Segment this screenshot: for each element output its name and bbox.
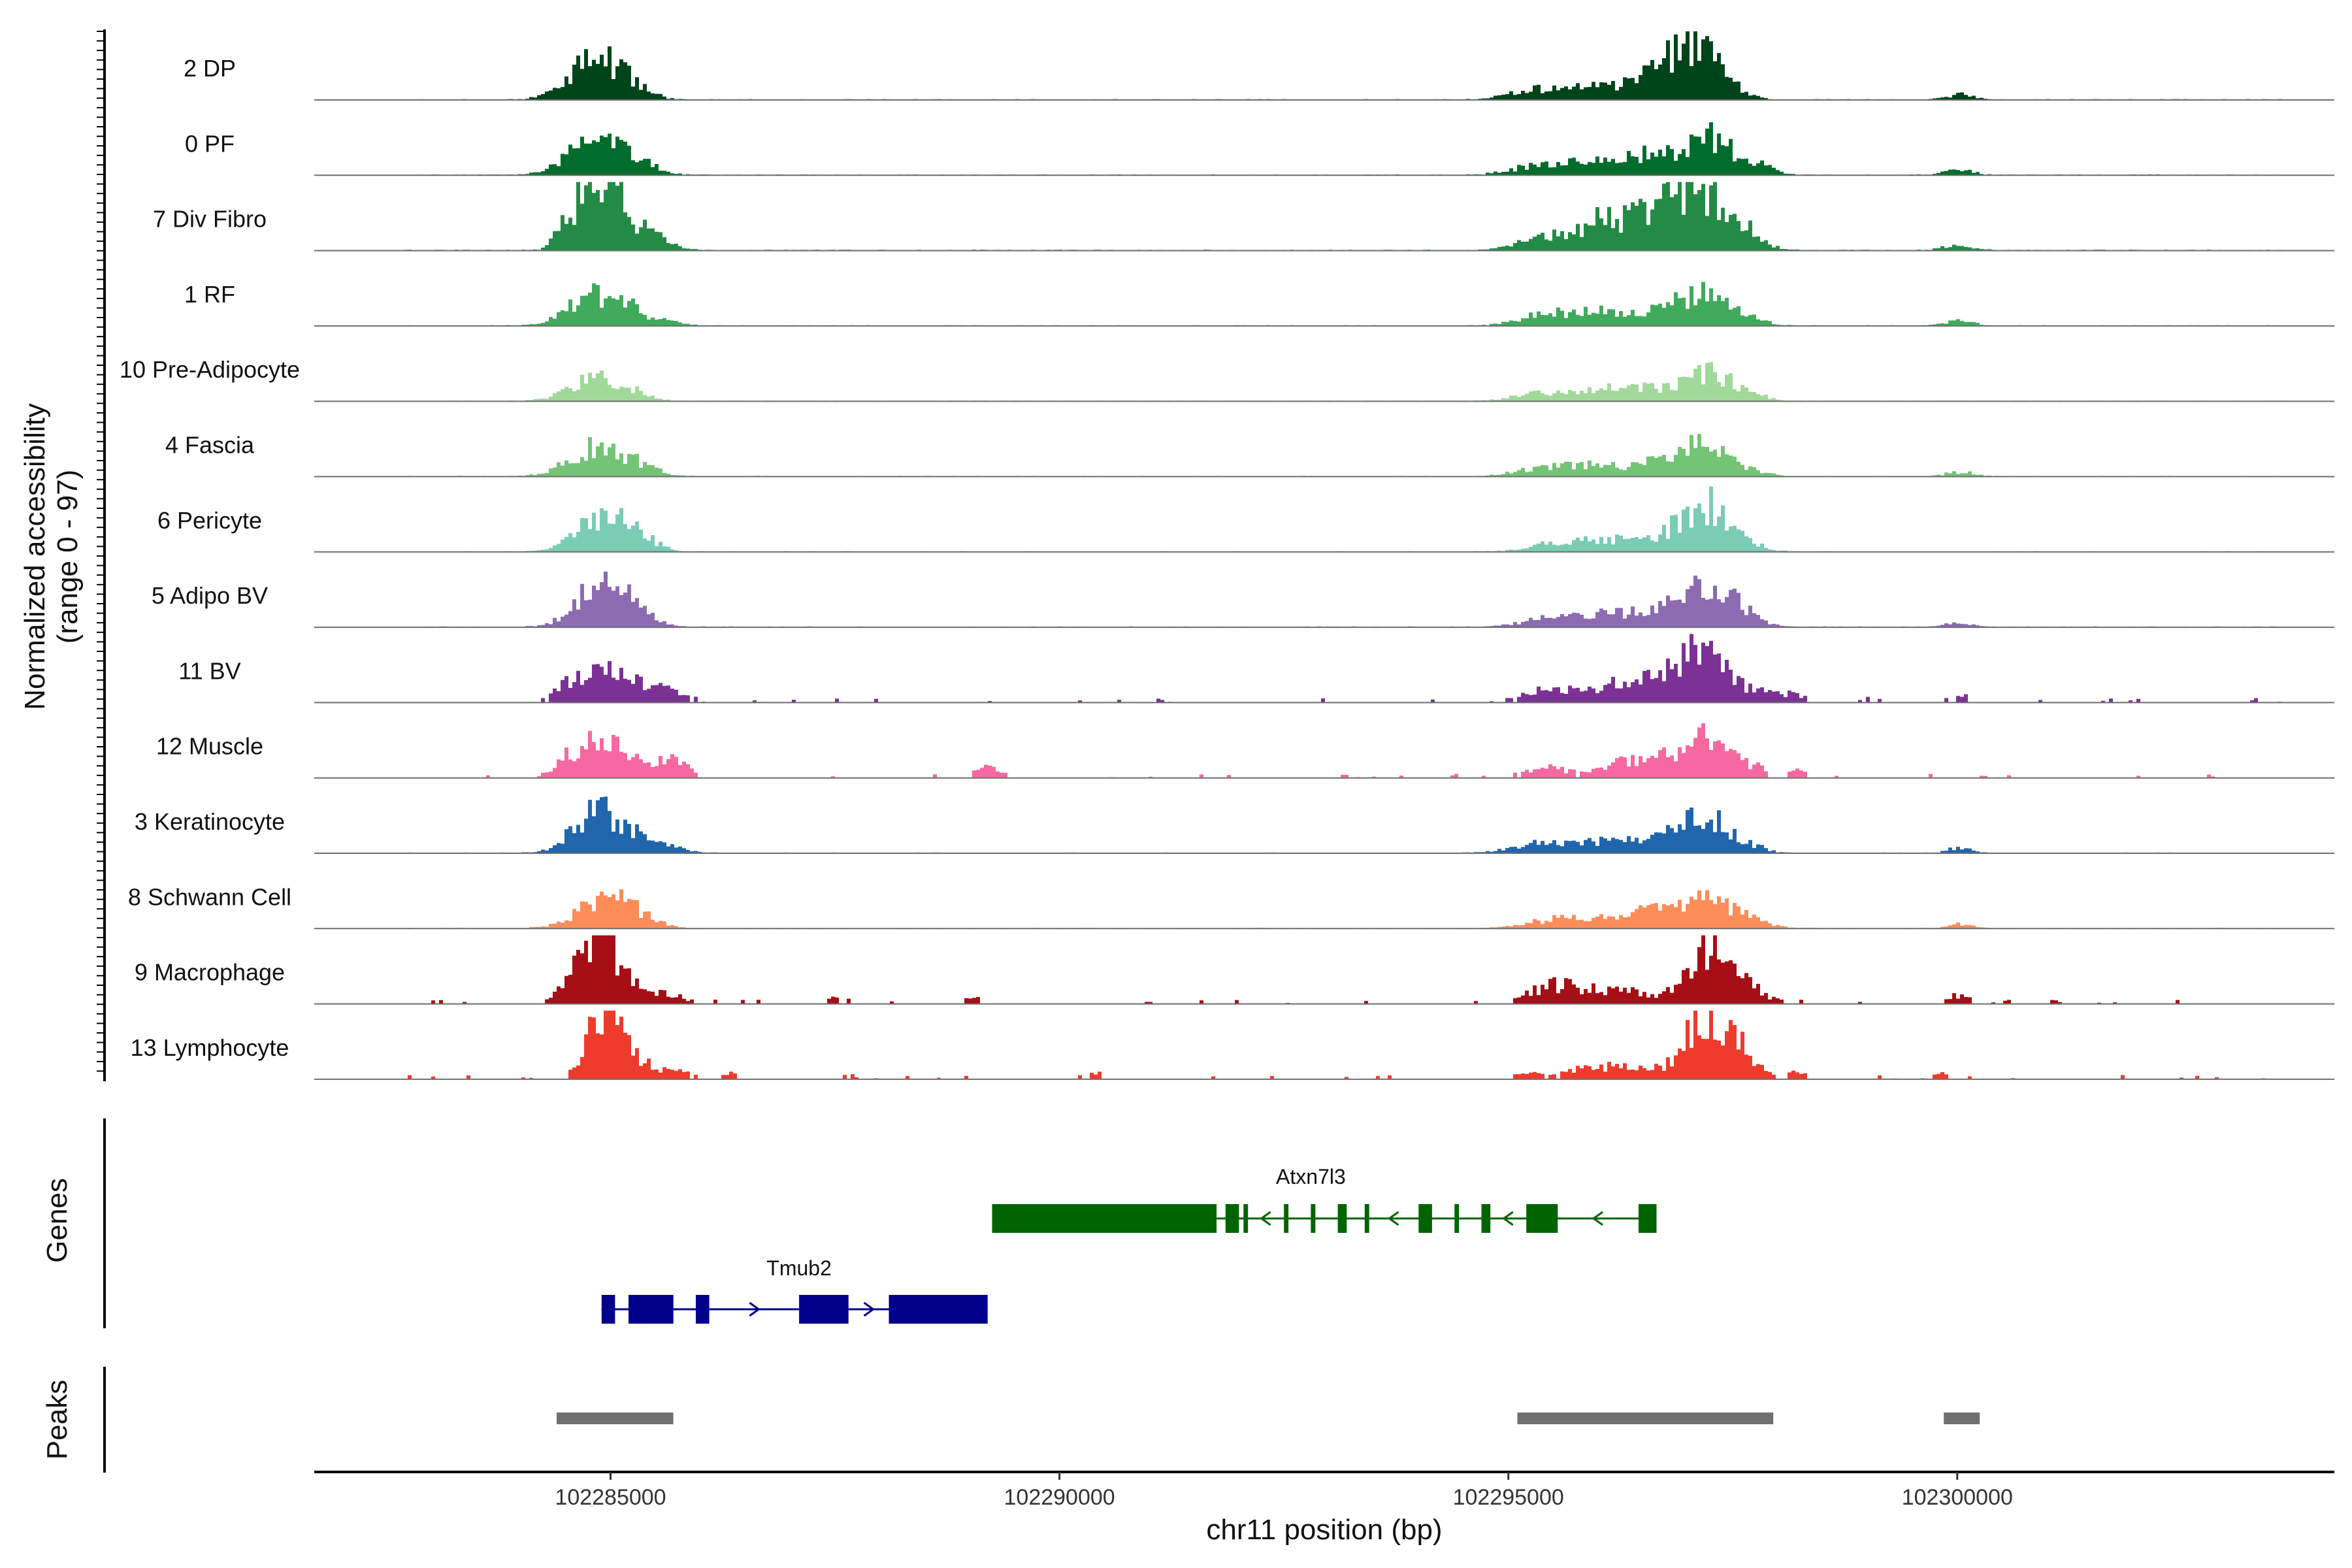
track-signal — [404, 634, 2285, 703]
x-tick-label: 102290000 — [1004, 1485, 1115, 1510]
strand-arrow — [863, 1301, 875, 1317]
track-2: 0 PF — [185, 122, 2334, 176]
peak-region — [557, 1413, 674, 1424]
peak-region — [1944, 1413, 1980, 1424]
gene-atxn7l3: Atxn7l3 — [992, 1165, 1657, 1233]
peak-region — [1517, 1413, 1774, 1424]
y-axis-range-label: (range 0 - 97) — [52, 470, 84, 644]
gene-exon — [1639, 1204, 1657, 1233]
track-label: 12 Muscle — [156, 733, 263, 760]
track-3: 7 Div Fibro — [153, 182, 2334, 252]
track-label: 13 Lymphocyte — [131, 1034, 289, 1061]
track-label: 1 RF — [184, 281, 235, 308]
track-label: 7 Div Fibro — [153, 206, 267, 233]
gene-exon — [889, 1295, 988, 1324]
gene-tmub2: Tmub2 — [601, 1256, 988, 1324]
gene-exon — [1337, 1204, 1347, 1233]
track-12: 8 Schwann Cell — [128, 883, 2334, 930]
gene-exon — [1311, 1204, 1316, 1233]
gene-exon — [1225, 1204, 1239, 1233]
track-5: 10 Pre-Adipocyte — [120, 356, 2334, 402]
track-1: 2 DP — [184, 31, 2334, 101]
strand-arrow — [749, 1301, 760, 1317]
track-signal — [404, 282, 2285, 326]
track-14: 13 Lymphocyte — [131, 1010, 2334, 1080]
accessibility-y-axis — [97, 29, 106, 1081]
track-label: 6 Pericyte — [157, 507, 262, 534]
track-signal — [404, 486, 2285, 552]
track-10: 12 Muscle — [156, 723, 2334, 779]
gene-exon — [1418, 1204, 1432, 1233]
strand-arrow — [1260, 1211, 1271, 1226]
track-4: 1 RF — [184, 281, 2334, 327]
gene-exon — [992, 1204, 1217, 1233]
track-signal — [404, 434, 2285, 477]
gene-name-label: Atxn7l3 — [1276, 1165, 1346, 1188]
track-signal — [404, 796, 2285, 853]
x-tick-label: 102285000 — [555, 1485, 666, 1510]
gene-exon — [696, 1295, 710, 1324]
track-label: 3 Keratinocyte — [135, 808, 285, 835]
genes-track-label: Genes — [41, 1178, 73, 1263]
peaks-track-label: Peaks — [41, 1380, 73, 1460]
gene-exon — [1481, 1204, 1491, 1233]
gene-exon — [1284, 1204, 1289, 1233]
gene-exon — [1526, 1204, 1558, 1233]
track-label: 5 Adipo BV — [152, 582, 268, 609]
genes-panel: Atxn7l3 Tmub2 — [103, 1119, 1657, 1328]
track-label: 8 Schwann Cell — [128, 883, 291, 910]
gene-exon — [629, 1295, 674, 1324]
track-signal — [404, 182, 2285, 251]
gene-name-label: Tmub2 — [766, 1256, 832, 1280]
track-signal — [404, 571, 2285, 628]
track-signal — [404, 122, 2285, 176]
accessibility-tracks: 2 DP 0 PF 7 Div Fibro 1 RF 10 Pre-Adipocyte 4… — [120, 31, 2334, 1080]
track-signal — [404, 362, 2285, 402]
x-tick-label: 102300000 — [1902, 1485, 2013, 1510]
strand-arrow — [1387, 1211, 1399, 1226]
track-label: 10 Pre-Adipocyte — [120, 356, 300, 383]
track-7: 6 Pericyte — [157, 486, 2334, 553]
track-label: 11 BV — [178, 657, 240, 684]
x-tick-label: 102295000 — [1453, 1485, 1564, 1510]
track-signal — [404, 31, 2285, 100]
x-axis: 102285000 102290000 102295000 102300000 — [314, 1471, 2334, 1510]
track-label: 9 Macrophage — [135, 959, 285, 986]
x-axis-label: chr11 position (bp) — [1206, 1514, 1442, 1546]
track-13: 9 Macrophage — [135, 935, 2334, 1005]
strand-arrow — [1592, 1211, 1604, 1226]
track-11: 3 Keratinocyte — [135, 796, 2334, 854]
track-label: 4 Fascia — [165, 432, 255, 459]
track-signal — [404, 935, 2285, 1004]
track-signal — [404, 1010, 2285, 1079]
gene-exon — [1243, 1204, 1249, 1233]
peaks-panel — [103, 1367, 1980, 1473]
track-9: 11 BV — [178, 634, 2334, 704]
track-signal — [404, 723, 2285, 778]
gene-exon — [799, 1295, 849, 1324]
y-axis-label: Normalized accessibility — [19, 403, 51, 710]
track-6: 4 Fascia — [165, 432, 2334, 478]
track-label: 2 DP — [184, 55, 236, 82]
track-signal — [404, 889, 2285, 929]
track-8: 5 Adipo BV — [152, 571, 2334, 629]
gene-exon — [1454, 1204, 1460, 1233]
gene-exon — [1364, 1204, 1369, 1233]
track-label: 0 PF — [185, 130, 235, 157]
gene-exon — [601, 1295, 615, 1324]
strand-arrow — [1502, 1211, 1514, 1226]
